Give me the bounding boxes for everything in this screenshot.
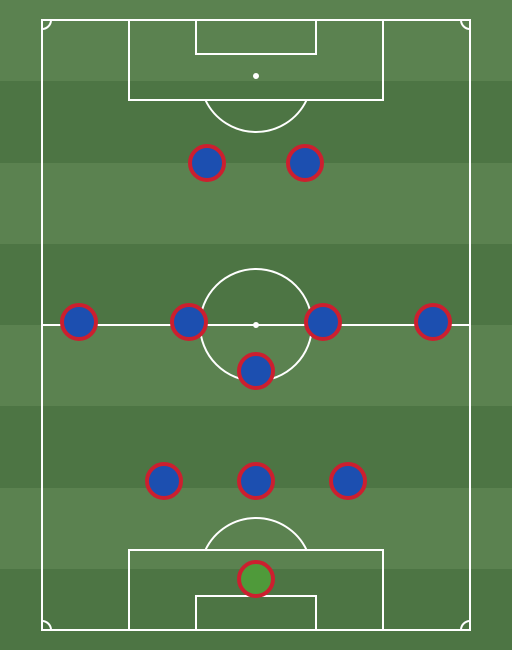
player-marker-outfield — [304, 303, 342, 341]
player-marker-outfield — [237, 352, 275, 390]
player-marker-outfield — [414, 303, 452, 341]
player-marker-keeper — [237, 560, 275, 598]
player-marker-outfield — [170, 303, 208, 341]
pitch-stripe — [0, 81, 512, 162]
soccer-pitch-diagram — [0, 0, 512, 650]
player-marker-outfield — [60, 303, 98, 341]
player-marker-outfield — [188, 144, 226, 182]
player-marker-outfield — [145, 462, 183, 500]
player-marker-outfield — [237, 462, 275, 500]
player-marker-outfield — [329, 462, 367, 500]
pitch-stripe — [0, 163, 512, 244]
pitch-stripe — [0, 0, 512, 81]
player-marker-outfield — [286, 144, 324, 182]
